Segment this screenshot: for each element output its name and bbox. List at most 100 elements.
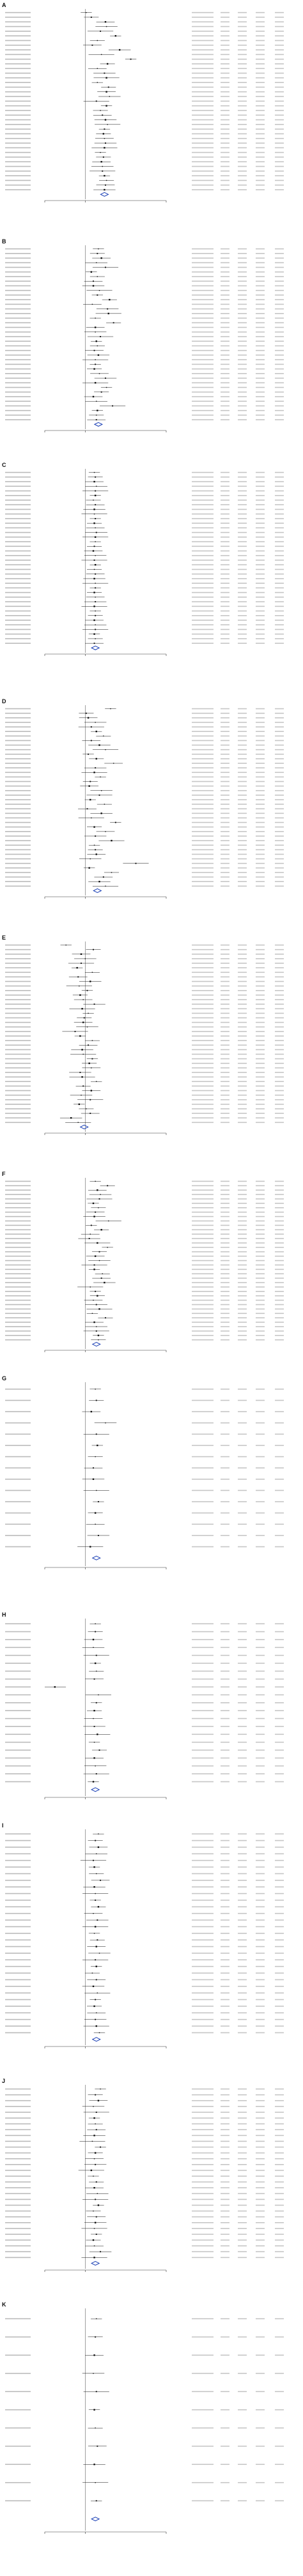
study-value-cell (238, 17, 247, 18)
study-value-cell (275, 1456, 284, 1458)
study-value-cell (221, 1330, 229, 1332)
study-value-cell (192, 2409, 214, 2411)
study-value-cell (221, 629, 229, 630)
study-value-cell (221, 322, 229, 324)
study-marker (95, 2500, 97, 2502)
study-value-cell (238, 1399, 247, 1401)
study-marker (94, 2222, 97, 2223)
study-label-row (5, 1076, 31, 1078)
study-value-cell (192, 1308, 214, 1310)
study-value-cell (221, 1012, 229, 1014)
study-value-cell (192, 799, 214, 800)
study-value-cell (275, 2181, 284, 2183)
study-value-cell (221, 26, 229, 27)
study-value-cell (238, 1433, 247, 1435)
study-value-cell (256, 597, 265, 598)
study-value-cell (256, 1670, 265, 1672)
study-value-cell (256, 1117, 265, 1118)
study-value-cell (221, 1295, 229, 1297)
study-value-cell (275, 1647, 284, 1649)
study-value-cell (275, 2427, 284, 2429)
study-value-cell (238, 1765, 247, 1767)
study-marker (93, 1216, 95, 1217)
study-value-cell (192, 817, 214, 819)
study-value-cell (275, 1694, 284, 1696)
study-value-cell (221, 1433, 229, 1435)
study-value-cell (256, 1926, 265, 1928)
study-value-cell (221, 531, 229, 533)
study-value-cell (275, 2257, 284, 2259)
study-value-cell (238, 2222, 247, 2223)
study-value-cell (238, 2445, 247, 2447)
study-value-cell (192, 1490, 214, 1491)
study-value-cell (256, 2199, 265, 2200)
study-value-cell (221, 2025, 229, 2027)
study-value-cell (221, 133, 229, 135)
study-value-cell (192, 400, 214, 402)
study-value-cell (192, 1255, 214, 1257)
study-value-cell (192, 2100, 214, 2101)
study-value-cell (275, 1090, 284, 1092)
study-value-cell (238, 610, 247, 612)
study-value-cell (221, 1992, 229, 1993)
study-value-cell (256, 2123, 265, 2124)
study-value-cell (256, 804, 265, 805)
study-value-cell (256, 1694, 265, 1696)
study-value-cell (238, 735, 247, 737)
study-value-cell (192, 1053, 214, 1055)
study-value-cell (256, 610, 265, 612)
study-value-cell (275, 1251, 284, 1253)
study-value-cell (238, 1933, 247, 1934)
study-marker (105, 142, 106, 144)
study-value-cell (221, 280, 229, 282)
study-value-cell (238, 313, 247, 314)
study-value-cell (192, 1317, 214, 1318)
study-value-cell (275, 485, 284, 487)
study-value-cell (192, 789, 214, 791)
study-marker (97, 1734, 98, 1735)
study-value-cell (275, 735, 284, 737)
study-value-cell (238, 1873, 247, 1875)
study-value-cell (275, 1304, 284, 1306)
forest-panel-d: D (2, 698, 284, 899)
study-value-cell (275, 708, 284, 710)
study-value-cell (192, 1035, 214, 1037)
study-label-row (5, 2481, 31, 2483)
study-label-row (5, 266, 31, 268)
study-marker (97, 1939, 98, 1941)
study-label-row (5, 2012, 31, 2014)
study-label-row (5, 2025, 31, 2027)
study-value-cell (238, 858, 247, 860)
study-value-cell (256, 1108, 265, 1109)
study-value-cell (221, 1260, 229, 1261)
study-value-cell (256, 391, 265, 393)
study-marker (81, 963, 82, 964)
study-value-cell (275, 1765, 284, 1767)
study-value-cell (256, 1260, 265, 1261)
study-value-cell (256, 963, 265, 964)
study-marker (97, 1534, 99, 1536)
study-label-row (5, 1906, 31, 1908)
study-value-cell (221, 1926, 229, 1928)
study-value-cell (221, 1986, 229, 1987)
study-value-cell (238, 1058, 247, 1060)
study-value-cell (275, 876, 284, 878)
study-value-cell (192, 2245, 214, 2246)
study-value-cell (256, 1067, 265, 1069)
study-value-cell (275, 2228, 284, 2229)
study-label-row (5, 1992, 31, 1993)
study-value-cell (192, 35, 214, 36)
study-value-cell (256, 363, 265, 365)
study-value-cell (275, 1189, 284, 1191)
study-value-cell (275, 2106, 284, 2107)
study-label-row (5, 1286, 31, 1288)
study-value-cell (238, 799, 247, 800)
study-label-row (5, 722, 31, 723)
study-value-cell (192, 1185, 214, 1187)
study-label-row (5, 2251, 31, 2253)
study-value-cell (192, 735, 214, 737)
study-value-cell (238, 280, 247, 282)
study-value-cell (221, 21, 229, 23)
study-value-cell (192, 189, 214, 190)
study-value-cell (256, 531, 265, 533)
